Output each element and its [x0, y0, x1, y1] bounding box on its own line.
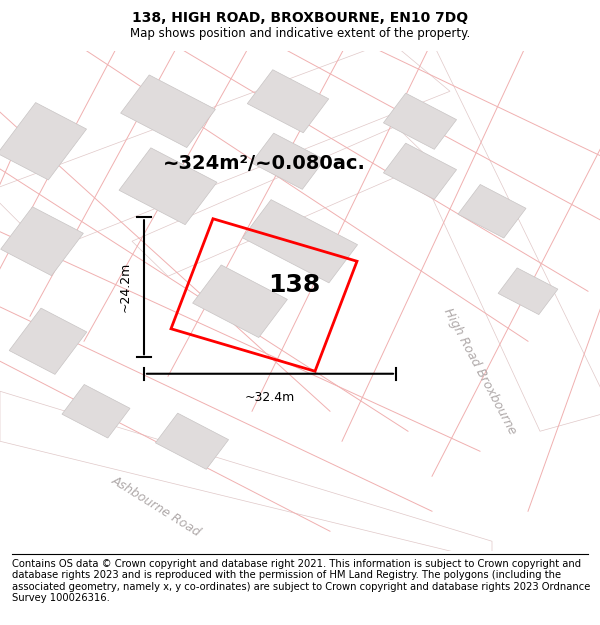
Polygon shape [132, 126, 432, 276]
Polygon shape [383, 93, 457, 149]
Polygon shape [1, 207, 83, 276]
Polygon shape [383, 143, 457, 199]
Polygon shape [458, 184, 526, 238]
Polygon shape [0, 391, 492, 561]
Polygon shape [242, 199, 358, 283]
Polygon shape [0, 102, 86, 180]
Text: 138, HIGH ROAD, BROXBOURNE, EN10 7DQ: 138, HIGH ROAD, BROXBOURNE, EN10 7DQ [132, 11, 468, 25]
Polygon shape [247, 70, 329, 132]
Polygon shape [121, 75, 215, 148]
Text: ~324m²/~0.080ac.: ~324m²/~0.080ac. [163, 154, 365, 173]
Polygon shape [360, 41, 600, 431]
Text: Contains OS data © Crown copyright and database right 2021. This information is : Contains OS data © Crown copyright and d… [12, 559, 590, 603]
Polygon shape [119, 148, 217, 224]
Text: 138: 138 [268, 273, 320, 297]
Text: Map shows position and indicative extent of the property.: Map shows position and indicative extent… [130, 27, 470, 40]
Polygon shape [498, 268, 558, 314]
Polygon shape [9, 308, 87, 374]
Polygon shape [0, 41, 450, 251]
Text: ~24.2m: ~24.2m [119, 262, 132, 312]
Polygon shape [193, 265, 287, 338]
Polygon shape [155, 413, 229, 469]
Polygon shape [62, 384, 130, 438]
Text: High Road Broxbourne: High Road Broxbourne [441, 306, 519, 437]
Text: ~32.4m: ~32.4m [245, 391, 295, 404]
Text: Ashbourne Road: Ashbourne Road [109, 474, 203, 539]
Polygon shape [251, 133, 325, 189]
